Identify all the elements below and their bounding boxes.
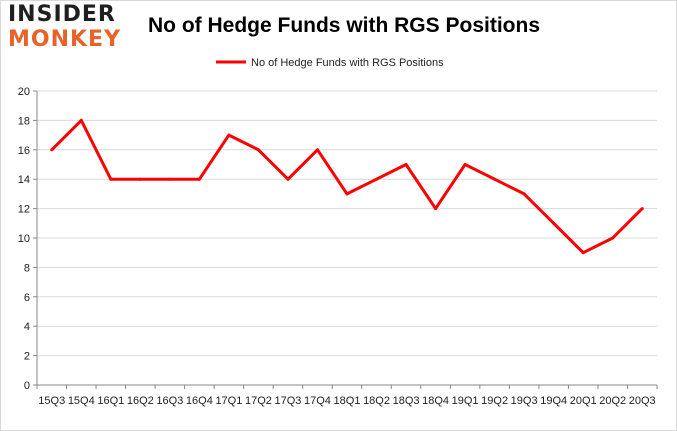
data-point [79,118,83,122]
x-tick-label: 15Q3 [38,395,65,407]
x-tick-label: 16Q1 [97,395,124,407]
data-point [463,163,467,166]
x-tick-label: 17Q4 [304,395,331,407]
x-tick-label: 19Q3 [511,395,538,407]
data-point [434,207,438,211]
x-tick-label: 15Q4 [68,395,95,407]
data-point [345,192,349,196]
y-tick-label: 2 [24,351,30,363]
gridlines [33,90,657,386]
data-point [197,177,201,181]
legend: No of Hedge Funds with RGS Positions [216,57,444,69]
data-point [640,207,644,211]
y-tick-labels: 0 2 4 6 8 10 12 14 16 18 20 [18,86,30,392]
series-line [50,118,644,255]
x-tick-label: 18Q3 [393,395,420,407]
x-tick-label: 20Q1 [570,395,597,407]
data-point [109,177,113,181]
x-tick-label: 16Q2 [127,395,154,407]
x-tick-label: 19Q1 [452,395,479,407]
y-tick-label: 0 [24,380,30,392]
x-tick-labels: 15Q3 15Q4 16Q1 16Q2 16Q3 16Q4 17Q1 17Q2 17Q3 17Q4… [38,395,655,407]
data-point [493,177,497,181]
data-point [375,177,379,181]
data-point [522,192,526,196]
insider-monkey-logo: INSIDER MONKEY [8,4,126,52]
legend-label: No of Hedge Funds with RGS Positions [251,57,444,69]
data-point [552,221,556,225]
chart-title: No of Hedge Funds with RGS Positions [148,14,540,37]
y-tick-label: 16 [18,145,30,157]
y-tick-label: 4 [24,321,30,333]
y-tick-label: 14 [18,174,30,186]
y-tick-label: 10 [18,233,30,245]
x-tick-label: 17Q3 [274,395,301,407]
axes [36,91,658,389]
data-point [581,251,585,255]
data-point [315,148,319,152]
y-tick-label: 18 [18,115,30,127]
x-tick-label: 16Q3 [156,395,183,407]
logo-line-2: MONKEY [8,27,122,52]
x-tick-label: 16Q4 [186,395,213,407]
data-point [168,177,172,181]
x-tick-label: 20Q2 [599,395,626,407]
data-point [50,148,54,152]
series-group [50,118,644,255]
y-tick-label: 6 [24,292,30,304]
y-tick-label: 20 [18,86,30,98]
data-point [227,133,231,137]
x-tick-label: 17Q1 [215,395,242,407]
data-point [256,148,260,152]
x-tick-label: 19Q2 [481,395,508,407]
x-tick-label: 18Q1 [334,395,361,407]
x-tick-label: 19Q4 [540,395,567,407]
x-tick-label: 20Q3 [629,395,656,407]
data-point [404,163,408,166]
x-tick-label: 18Q2 [363,395,390,407]
data-point [611,236,615,240]
x-tick-label: 18Q4 [422,395,449,407]
logo-line-1: INSIDER [8,2,116,27]
data-point [138,177,142,181]
y-tick-label: 8 [24,262,30,274]
y-tick-label: 12 [18,204,30,216]
data-point [286,177,290,181]
x-tick-label: 17Q2 [245,395,272,407]
